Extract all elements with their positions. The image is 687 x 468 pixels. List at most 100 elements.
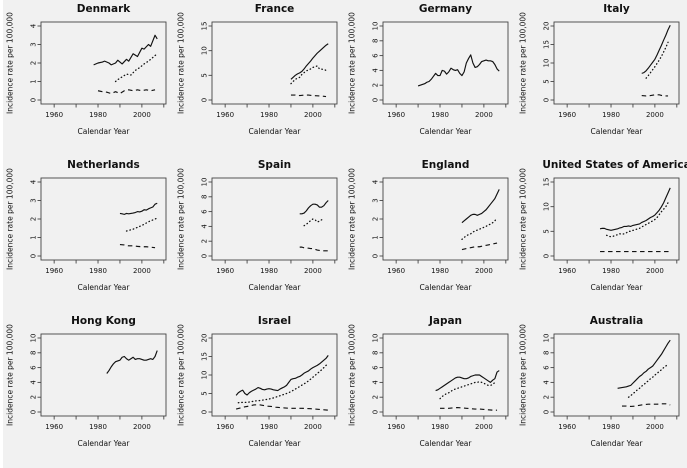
y-tick-label: 6 (201, 209, 209, 214)
x-tick-label: 1960 (45, 423, 63, 431)
plot-box (382, 177, 509, 261)
dashed-series-line (299, 246, 329, 252)
x-tick-label: 1960 (45, 111, 63, 119)
panel-title: Hong Kong (71, 315, 136, 327)
plot-svg: Israel 1960 1980 2000 0 5 10 15 20 Calendar Year I… (177, 315, 338, 448)
y-tick-label: 10 (372, 22, 380, 31)
dotted-series-line (645, 41, 669, 79)
panel-title: Italy (603, 3, 630, 15)
plot-box (382, 333, 509, 417)
y-tick-label: 8 (372, 351, 380, 355)
panel-title: Israel (258, 315, 291, 327)
solid-series-line (641, 25, 671, 74)
x-tick-label: 1960 (558, 423, 576, 431)
y-tick-label: 10 (543, 202, 551, 211)
chart-panel-australia: Australia 1960 1980 2000 0 2 4 6 8 10 Calendar Yea… (516, 312, 687, 468)
x-tick-label: 2000 (646, 423, 664, 431)
y-tick-label: 10 (543, 59, 551, 68)
plot-box (40, 333, 167, 417)
plot-box (211, 177, 338, 261)
y-tick-label: 6 (372, 53, 380, 58)
y-tick-label: 10 (30, 334, 38, 343)
solid-series-line (599, 187, 671, 231)
plot-svg: Germany 1960 1980 2000 0 2 4 6 8 10 Calendar Year I… (348, 3, 509, 136)
y-tick-label: 4 (201, 224, 209, 229)
y-axis-label: Incidence rate per 100,000 (348, 12, 357, 114)
y-tick-label: 3 (30, 198, 38, 202)
chart-panel-germany: Germany 1960 1980 2000 0 2 4 6 8 10 Calendar Year I… (345, 0, 516, 156)
y-axis-label: Incidence rate per 100,000 (519, 324, 528, 426)
x-tick-label: 1980 (602, 111, 620, 119)
dashed-series-line (621, 403, 671, 408)
x-axis-label: Calendar Year (249, 127, 302, 136)
y-tick-label: 6 (372, 365, 380, 370)
y-tick-label: 0 (201, 254, 209, 258)
x-tick-label: 2000 (304, 267, 322, 275)
x-tick-label: 2000 (304, 423, 322, 431)
panel-title: Australia (590, 315, 643, 327)
panel-title: Germany (419, 3, 472, 15)
y-tick-label: 1 (30, 79, 38, 83)
x-tick-label: 1980 (89, 111, 107, 119)
plot-box (553, 21, 680, 105)
y-tick-label: 8 (543, 351, 551, 355)
chart-panel-france: France 1960 1980 2000 0 5 10 15 Calendar Year Inc… (174, 0, 345, 156)
x-tick-label: 1980 (431, 267, 449, 275)
dashed-series-line (119, 243, 156, 249)
panel-title: Netherlands (67, 159, 140, 171)
y-tick-label: 2 (30, 217, 38, 221)
y-tick-label: 15 (201, 22, 209, 31)
x-axis-label: Calendar Year (249, 439, 302, 448)
y-tick-label: 4 (372, 179, 380, 184)
dashed-series-line (641, 94, 669, 97)
panel-title: England (422, 159, 470, 171)
x-tick-label: 1960 (387, 111, 405, 119)
solid-series-line (461, 189, 500, 224)
y-axis-label: Incidence rate per 100,000 (177, 168, 186, 270)
x-tick-label: 1980 (89, 267, 107, 275)
chart-panel-united-states-of-america: United States of America 1960 1980 2000 0 5 10… (516, 156, 687, 312)
dotted-series-line (290, 65, 327, 85)
plot-box (211, 21, 338, 105)
y-tick-label: 5 (543, 79, 551, 83)
x-axis-label: Calendar Year (591, 439, 644, 448)
y-tick-label: 5 (201, 391, 209, 395)
x-axis-label: Calendar Year (249, 283, 302, 292)
plot-svg: Spain 1960 1980 2000 0 2 4 6 8 10 Calendar Year Inc… (177, 159, 338, 292)
y-axis-label: Incidence rate per 100,000 (177, 12, 186, 114)
y-tick-label: 2 (30, 61, 38, 65)
y-tick-label: 0 (372, 410, 380, 414)
chart-panel-denmark: Denmark 1960 1980 2000 0 1 2 3 4 Calendar Year Inc… (3, 0, 174, 156)
x-tick-label: 2000 (133, 423, 151, 431)
x-axis-label: Calendar Year (420, 439, 473, 448)
solid-series-line (617, 339, 671, 389)
x-tick-label: 1980 (602, 267, 620, 275)
solid-series-line (290, 43, 329, 80)
plot-box (211, 333, 338, 417)
y-tick-label: 6 (30, 365, 38, 370)
dashed-series-line (97, 89, 156, 95)
y-tick-label: 15 (543, 40, 551, 49)
x-tick-label: 2000 (475, 267, 493, 275)
dotted-series-line (125, 217, 158, 232)
x-tick-label: 1960 (558, 111, 576, 119)
dashed-series-line (461, 242, 498, 251)
y-tick-label: 4 (372, 68, 380, 73)
solid-series-line (119, 202, 158, 215)
x-tick-label: 1960 (558, 267, 576, 275)
y-tick-label: 0 (372, 254, 380, 258)
y-tick-label: 5 (201, 73, 209, 77)
x-tick-label: 1980 (89, 423, 107, 431)
y-axis-label: Incidence rate per 100,000 (519, 168, 528, 270)
y-tick-label: 20 (543, 22, 551, 31)
panel-title: Denmark (77, 3, 132, 15)
plot-svg: United States of America 1960 1980 2000 0 5 10… (519, 159, 687, 292)
x-tick-label: 1960 (216, 423, 234, 431)
y-tick-label: 2 (30, 395, 38, 399)
y-tick-label: 4 (30, 380, 38, 385)
x-tick-label: 2000 (475, 423, 493, 431)
chart-panel-japan: Japan 1960 1980 2000 0 2 4 6 8 10 Calendar Year Inc… (345, 312, 516, 468)
y-tick-label: 2 (543, 395, 551, 399)
x-tick-label: 1980 (260, 111, 278, 119)
